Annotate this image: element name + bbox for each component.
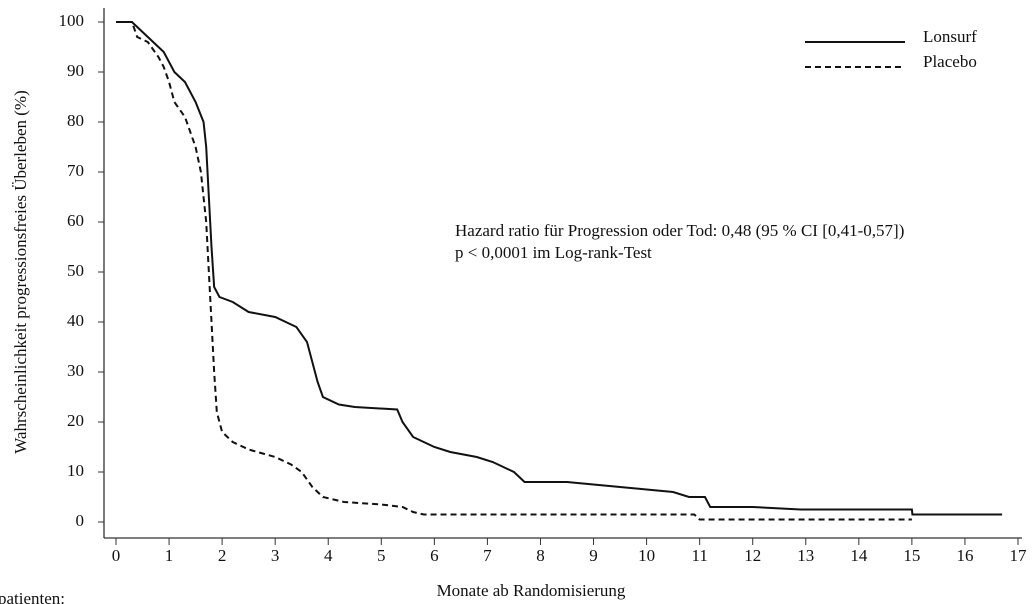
x-tick-label: 11	[691, 546, 707, 565]
x-tick-label: 8	[536, 546, 545, 565]
x-tick-label: 1	[165, 546, 174, 565]
y-tick-label: 80	[67, 111, 84, 130]
annotation: Hazard ratio für Progression oder Tod: 0…	[455, 221, 904, 240]
y-tick-label: 60	[67, 211, 84, 230]
annotation: p < 0,0001 im Log-rank-Test	[455, 243, 652, 262]
x-tick-label: 5	[377, 546, 386, 565]
x-tick-label: 7	[483, 546, 492, 565]
x-tick-label: 10	[638, 546, 655, 565]
legend-label: Lonsurf	[923, 27, 977, 46]
x-tick-label: 9	[589, 546, 598, 565]
x-tick-label: 4	[324, 546, 333, 565]
km-curve	[116, 21, 1003, 516]
annotation: patienten:	[0, 589, 65, 604]
x-tick-label: 16	[956, 546, 973, 565]
x-tick-label: 17	[1010, 546, 1028, 565]
y-tick-label: 70	[67, 161, 84, 180]
y-tick-label: 100	[59, 11, 85, 30]
y-axis-label: Wahrscheinlichkeit progressionsfreies Üb…	[11, 90, 30, 454]
x-tick-label: 2	[218, 546, 227, 565]
x-tick-label: 15	[903, 546, 920, 565]
legend-label: Placebo	[923, 52, 977, 71]
y-tick-label: 20	[67, 411, 84, 430]
y-tick-label: 90	[67, 61, 84, 80]
y-tick-label: 40	[67, 311, 84, 330]
x-tick-label: 6	[430, 546, 439, 565]
km-curve	[116, 21, 912, 521]
x-axis-label: Monate ab Randomisierung	[437, 581, 626, 600]
x-tick-label: 13	[797, 546, 814, 565]
x-tick-label: 0	[112, 546, 121, 565]
x-tick-label: 12	[744, 546, 761, 565]
y-tick-label: 30	[67, 361, 84, 380]
y-tick-label: 0	[76, 511, 85, 530]
y-tick-label: 10	[67, 461, 84, 480]
y-tick-label: 50	[67, 261, 84, 280]
x-tick-label: 3	[271, 546, 280, 565]
x-tick-label: 14	[850, 546, 868, 565]
